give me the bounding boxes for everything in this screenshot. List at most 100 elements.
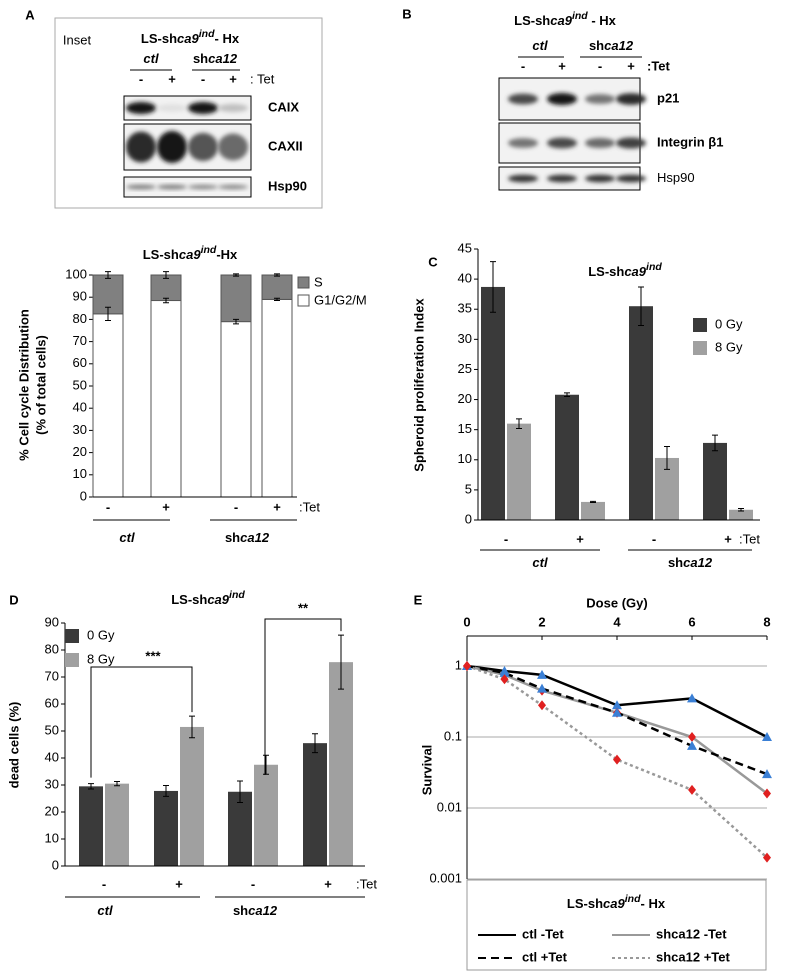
data-point <box>612 707 622 717</box>
legend-label: shca12 +Tet <box>656 949 731 964</box>
blot-band <box>508 93 538 105</box>
title-part: ind <box>229 589 245 601</box>
data-point <box>763 788 771 799</box>
y-tick-label: 80 <box>45 641 59 656</box>
error-bar <box>490 261 496 313</box>
bar-segment <box>220 321 252 498</box>
y-tick-label: 30 <box>73 422 87 437</box>
panel-letter: B <box>402 6 411 21</box>
y-tick-label: 40 <box>73 400 87 415</box>
panel-letter: C <box>428 254 438 269</box>
x-tick-label: - <box>504 531 508 546</box>
title-part: ca12 <box>604 38 634 53</box>
bar-segment <box>150 300 182 498</box>
data-point <box>612 700 622 710</box>
title-part: ca12 <box>248 903 278 918</box>
blot-band <box>126 102 156 114</box>
legend-label: shca12 -Tet <box>656 926 727 941</box>
bar <box>555 394 579 520</box>
bar <box>180 726 204 866</box>
significance-bracket <box>264 618 342 775</box>
tet-label: :Tet <box>647 58 671 73</box>
legend-swatch <box>297 294 310 307</box>
blot-row-label: Integrin β1 <box>657 134 723 149</box>
title-part: ctl <box>532 555 548 570</box>
y-axis-label: dead cells (%) <box>6 702 21 789</box>
group-label: ctl <box>97 903 113 918</box>
tet-sign: + <box>558 58 566 73</box>
error-bar <box>516 418 522 429</box>
y-tick-label: 0.1 <box>444 728 462 743</box>
title-part: ca12 <box>683 555 713 570</box>
y-tick-label: 90 <box>45 614 59 629</box>
y-tick-label: 70 <box>73 333 87 348</box>
y-tick-label: 60 <box>73 355 87 370</box>
x-tick-label: + <box>324 876 332 891</box>
title-part: - Hx <box>588 13 617 28</box>
bar <box>329 662 353 866</box>
data-point <box>688 732 696 742</box>
tet-sign: + <box>229 71 237 86</box>
legend-swatch <box>65 653 79 667</box>
y-tick-label: 30 <box>45 776 59 791</box>
blot-row-label: Hsp90 <box>657 170 695 185</box>
panel-letter: D <box>9 592 18 607</box>
group-label: shca12 <box>668 555 713 570</box>
error-bar <box>263 754 269 775</box>
title-part: ind <box>199 28 215 40</box>
bar <box>303 743 327 866</box>
title-part: ca9 <box>550 13 572 28</box>
legend-title: LS-shca9ind- Hx <box>567 893 666 912</box>
bar <box>481 286 505 520</box>
bar-segment <box>92 313 124 498</box>
x-tick-label: 6 <box>688 614 695 629</box>
title-part: sh <box>668 555 683 570</box>
bar <box>629 306 653 520</box>
legend-swatch <box>297 276 310 289</box>
x-axis-label: Dose (Gy) <box>586 595 647 610</box>
title: LS-shca9ind-Hx <box>143 244 238 263</box>
error-bar <box>564 392 570 398</box>
title-part: LS-sh <box>567 896 603 911</box>
y-tick-label: 50 <box>73 377 87 392</box>
y-tick-label: 30 <box>458 331 472 346</box>
tet-label: :Tet <box>299 499 320 514</box>
group-label: shca12 <box>589 38 634 53</box>
y-tick-label: 20 <box>73 444 87 459</box>
x-tick-label: 0 <box>463 614 470 629</box>
title-part: LS-sh <box>588 264 624 279</box>
group-label: ctl <box>532 555 548 570</box>
error-bar <box>664 446 670 470</box>
group-label: ctl <box>143 51 159 66</box>
data-point <box>499 667 510 677</box>
blot-band <box>585 137 615 149</box>
title-part: ca12 <box>240 530 270 545</box>
legend-label: ctl +Tet <box>522 949 568 964</box>
title-part: ctl <box>97 903 113 918</box>
significance-label: *** <box>145 648 161 663</box>
blot-band <box>616 93 646 105</box>
tet-sign: - <box>598 58 602 73</box>
blot-band <box>585 94 615 104</box>
error-bar <box>590 500 596 504</box>
title-part: sh <box>193 51 208 66</box>
blot-title: LS-shca9ind- Hx <box>141 28 240 47</box>
error-bar <box>274 273 280 277</box>
x-tick-label: + <box>576 531 584 546</box>
title: LS-shca9ind <box>171 589 245 608</box>
title-part: LS-sh <box>514 13 550 28</box>
data-point <box>613 754 621 765</box>
blot-title: LS-shca9ind - Hx <box>514 10 617 29</box>
y-tick-label: 0 <box>52 857 59 872</box>
x-tick-label: 4 <box>613 614 621 629</box>
tet-sign: - <box>201 71 205 86</box>
legend-label: ctl -Tet <box>522 926 564 941</box>
data-point <box>762 769 772 779</box>
title-part: -Hx <box>216 247 238 262</box>
blot-band <box>508 138 538 148</box>
x-tick-label: 2 <box>538 614 545 629</box>
x-tick-label: + <box>162 499 170 514</box>
title-part: ctl <box>143 51 159 66</box>
blot-band <box>616 174 646 183</box>
title-part: - Hx <box>641 896 666 911</box>
